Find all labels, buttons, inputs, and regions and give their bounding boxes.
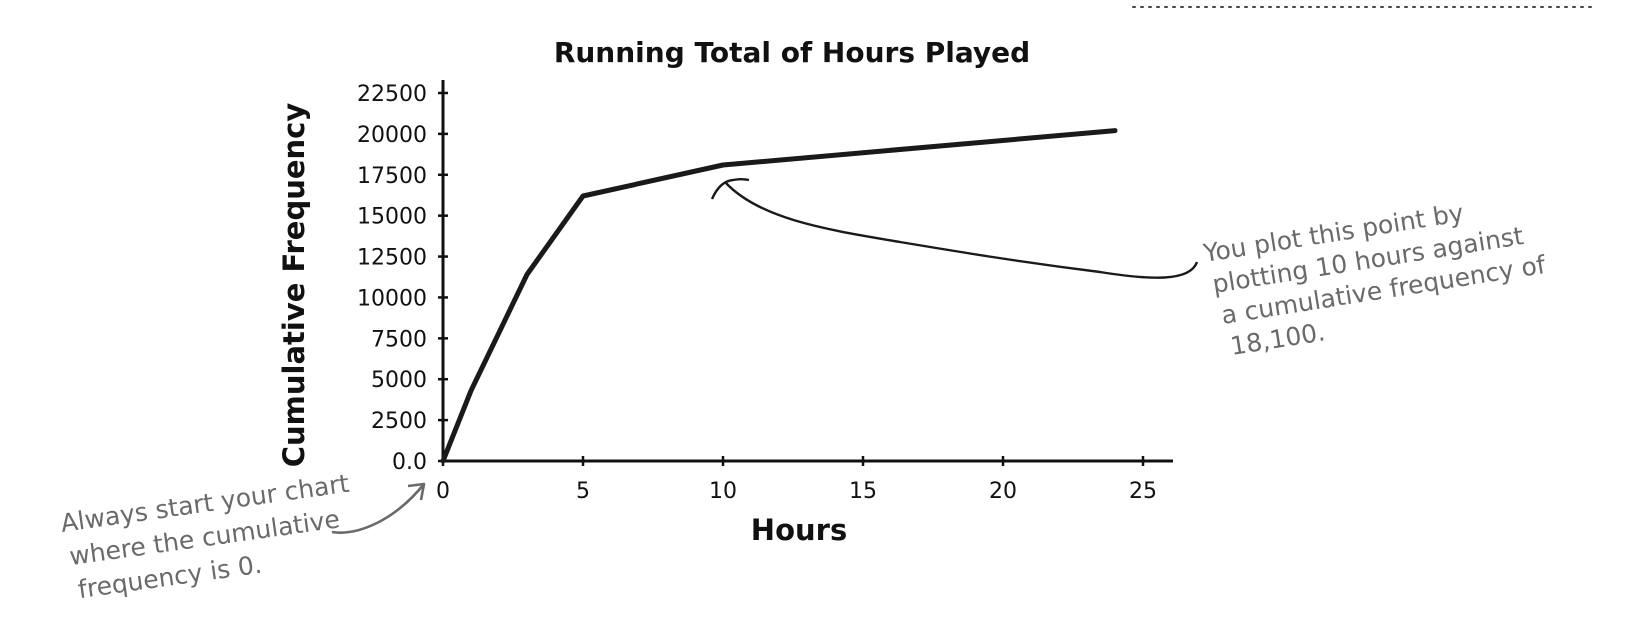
x-tick-label: 15 (849, 479, 877, 504)
data-point (722, 164, 724, 166)
annotation-origin-text: Always start your chart where the cumula… (59, 468, 368, 606)
x-tick-label: 5 (576, 479, 590, 504)
y-tick-label: 12500 (357, 246, 427, 271)
axes (441, 80, 1173, 463)
y-tick-label: 15000 (357, 205, 427, 230)
y-tick-label: 22500 (357, 82, 427, 107)
data-point (526, 274, 528, 276)
series-line (440, 128, 1118, 464)
annotation-point-arrow (724, 181, 1199, 279)
x-tick-label: 10 (709, 479, 737, 504)
y-tick-label: 7500 (371, 327, 427, 352)
ticks: 0.0 2500 5000 7500 10000 12500 15000 17500 20000… (357, 82, 1157, 504)
series-layer (440, 128, 1118, 464)
y-tick-label: 2500 (371, 409, 427, 434)
annotation-point-arrowhead-icon (710, 178, 750, 200)
chart-title: Running Total of Hours Played (554, 36, 1030, 69)
x-tick-label: 0 (436, 479, 450, 504)
y-tick-label: 10000 (357, 286, 427, 311)
y-tick-label: 5000 (371, 368, 427, 393)
data-point (582, 195, 584, 197)
y-tick-label: 20000 (357, 123, 427, 148)
x-tick-label: 20 (989, 479, 1017, 504)
y-tick-label: 0.0 (392, 450, 427, 475)
data-point (1114, 130, 1116, 132)
y-axis-title: Cumulative Frequency (277, 103, 311, 468)
annotation-origin-arrowhead-icon (407, 482, 426, 501)
data-point (442, 460, 444, 462)
x-axis-title: Hours (751, 513, 847, 547)
annotation-point-text: You plot this point by plotting 10 hours… (1200, 186, 1560, 363)
y-tick-label: 17500 (357, 164, 427, 189)
annotation-origin-callout: Always start your chart where the cumula… (59, 468, 426, 606)
data-point (470, 390, 472, 392)
annotation-origin-arrow (331, 483, 426, 534)
x-tick-label: 25 (1129, 479, 1157, 504)
annotation-point-callout: You plot this point by plotting 10 hours… (710, 178, 1560, 363)
